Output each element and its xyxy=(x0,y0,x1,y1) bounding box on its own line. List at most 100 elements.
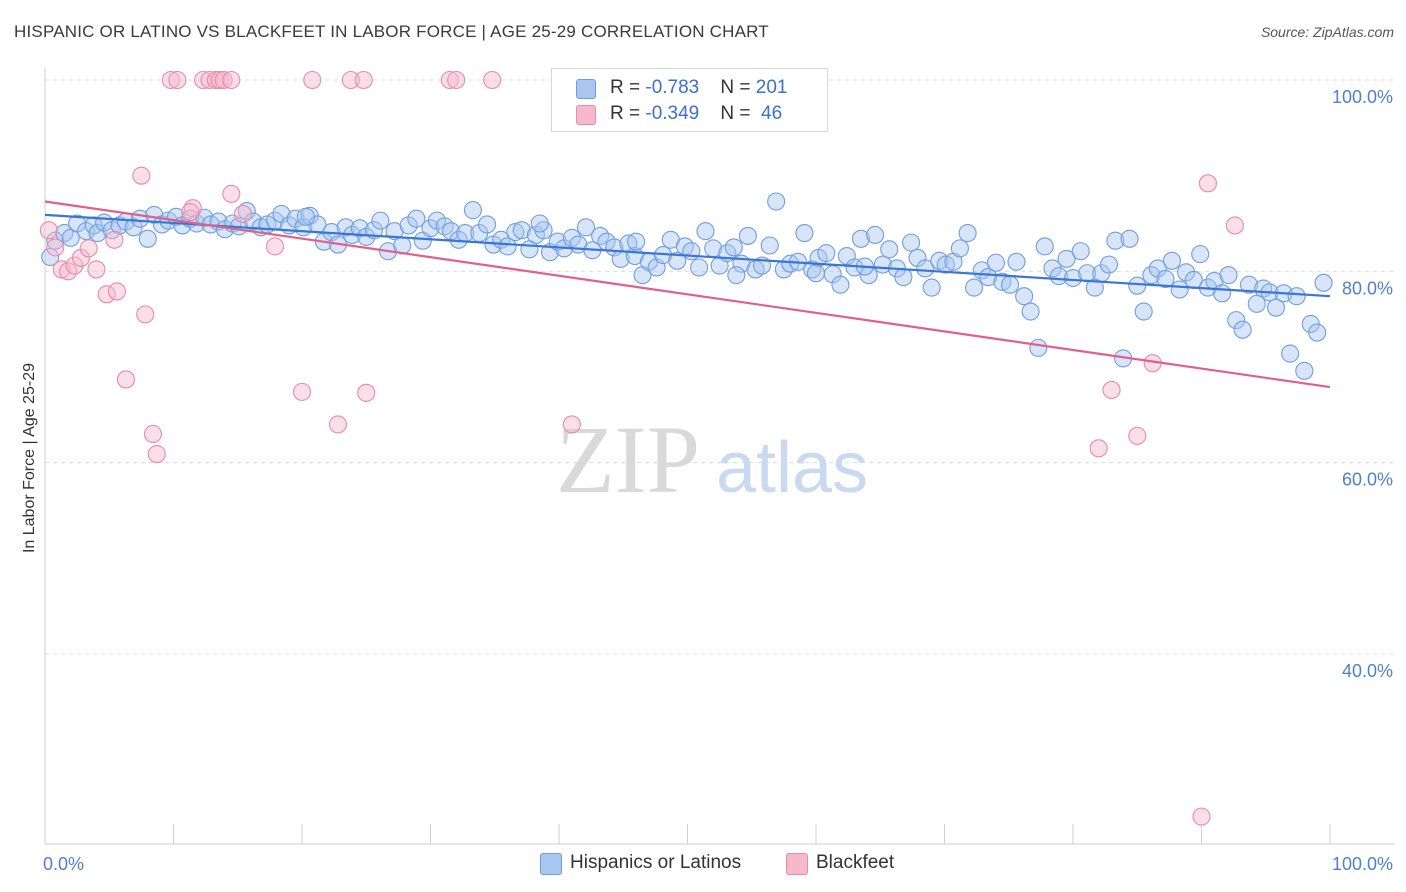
blackfeet-point xyxy=(222,184,241,203)
hispanic-point xyxy=(1071,242,1090,261)
blackfeet-point xyxy=(483,70,502,90)
legend-swatch-blackfeet xyxy=(576,105,596,125)
hispanic-point xyxy=(512,221,531,240)
watermark: ZIP atlas xyxy=(556,406,868,513)
hispanic-point xyxy=(880,240,899,259)
hispanic-point xyxy=(922,278,941,297)
legend-n-label: N = xyxy=(720,103,756,124)
hispanic-point xyxy=(916,259,935,278)
hispanic-point xyxy=(724,238,743,257)
hispanic-point xyxy=(1281,344,1300,363)
hispanic-point xyxy=(357,227,376,246)
y-axis-label: In Labor Force | Age 25-29 xyxy=(21,363,38,553)
hispanic-point xyxy=(851,229,871,248)
blackfeet-point xyxy=(1128,426,1147,445)
hispanic-point xyxy=(1239,275,1259,294)
blackfeet-point xyxy=(181,202,200,222)
hispanic-point xyxy=(1247,294,1266,313)
hispanic-point xyxy=(296,207,315,226)
hispanic-point xyxy=(477,215,497,234)
hispanic-point xyxy=(627,232,646,251)
legend-swatch-hispanic xyxy=(576,79,596,99)
hispanic-point xyxy=(1134,302,1153,321)
blackfeet-point xyxy=(1102,380,1121,400)
hispanic-point xyxy=(1021,302,1040,321)
legend-n-label: N = xyxy=(720,77,756,98)
hispanic-point xyxy=(894,268,913,287)
blackfeet-point xyxy=(357,383,376,402)
blackfeet-point xyxy=(222,70,241,90)
hispanic-point xyxy=(690,258,709,277)
hispanic-point xyxy=(1128,276,1147,295)
hispanic-point xyxy=(421,219,440,238)
blackfeet-point xyxy=(136,305,155,324)
hispanic-point xyxy=(506,223,525,242)
correlation-legend: R = -0.783 N = 201 R = -0.349 N = 46 xyxy=(551,68,828,132)
blackfeet-point xyxy=(143,424,162,444)
hispanic-point xyxy=(530,214,549,233)
blackfeet-point xyxy=(87,260,106,279)
blackfeet-point xyxy=(79,239,98,258)
hispanic-point xyxy=(831,275,850,294)
hispanic-point xyxy=(1219,266,1238,285)
blackfeet-point xyxy=(292,382,312,401)
legend-r-value: -0.783 xyxy=(645,77,700,98)
hispanic-point xyxy=(1063,268,1083,288)
legend-text-blackfeet: R = -0.349 N = 46 xyxy=(610,103,782,125)
hispanic-point xyxy=(727,266,746,285)
hispanic-point xyxy=(1000,275,1020,294)
hispanic-point xyxy=(1233,320,1252,339)
y-tick-label: 40.0% xyxy=(1342,661,1393,681)
blackfeet-point xyxy=(161,70,180,90)
hispanic-point xyxy=(463,201,482,220)
hispanic-point xyxy=(986,253,1005,272)
blackfeet-point xyxy=(440,70,459,90)
legend-r-label: R = xyxy=(610,77,646,98)
y-tick-labels: 100.0% 80.0% 60.0% 40.0% xyxy=(1332,87,1393,681)
blackfeet-point xyxy=(116,370,136,389)
axes xyxy=(44,68,1395,845)
blackfeet-trend-line xyxy=(44,200,1331,389)
blackfeet-point xyxy=(341,70,360,90)
hispanic-point xyxy=(1162,251,1181,270)
hispanic-point xyxy=(1287,287,1306,306)
watermark-atlas: atlas xyxy=(716,428,868,508)
series-swatch-blackfeet xyxy=(786,853,808,875)
chart-title: HISPANIC OR LATINO VS BLACKFEET IN LABOR… xyxy=(14,22,769,41)
hispanic-point xyxy=(958,224,977,243)
blackfeet-point xyxy=(214,70,233,90)
blackfeet-point xyxy=(1225,216,1244,235)
blackfeet-point xyxy=(303,70,322,90)
hispanic-point xyxy=(1015,287,1034,306)
legend-n-value: 46 xyxy=(755,103,783,124)
hispanic-point xyxy=(767,192,786,211)
hispanic-point xyxy=(88,224,107,243)
hispanic-point xyxy=(498,237,517,256)
hispanic-point xyxy=(965,278,984,297)
hispanic-point xyxy=(1099,255,1119,274)
x-tick-labels: 0.0% 100.0% xyxy=(43,854,1393,874)
series-legend: Hispanics or Latinos Blackfeet xyxy=(0,852,1406,876)
trend-lines xyxy=(44,200,1331,389)
hispanic-point xyxy=(668,251,687,270)
series-label-hispanic: Hispanics or Latinos xyxy=(570,852,742,873)
hispanic-point xyxy=(902,233,921,252)
hispanic-point xyxy=(138,229,157,248)
blackfeet-point xyxy=(206,70,225,90)
hispanic-point xyxy=(1314,273,1333,292)
hispanic-point xyxy=(1308,323,1327,342)
hispanic-point xyxy=(41,247,60,267)
legend-r-value: -0.349 xyxy=(645,103,700,124)
hispanic-point xyxy=(336,218,355,237)
blackfeet-point xyxy=(265,237,285,256)
hispanic-point xyxy=(1120,229,1139,248)
hispanic-point xyxy=(1007,252,1026,271)
hispanic-point xyxy=(1029,338,1048,357)
blackfeet-point xyxy=(328,415,348,434)
source-label: Source: ZipAtlas.com xyxy=(1260,24,1394,40)
hispanic-point xyxy=(806,264,826,283)
hispanic-point xyxy=(760,236,779,255)
hispanic-point xyxy=(1035,237,1054,256)
hispanic-point xyxy=(795,224,814,243)
